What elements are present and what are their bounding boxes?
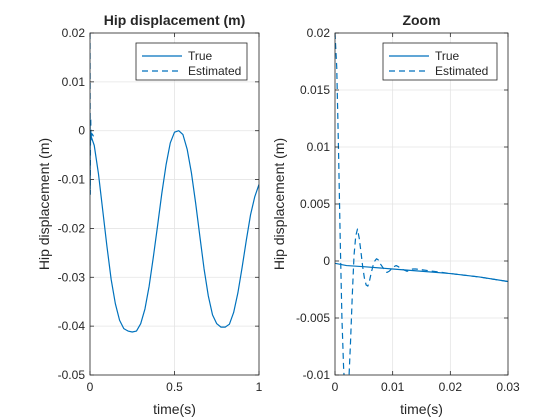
- x-tick-label: 0.01: [381, 380, 405, 394]
- legend-estimated-label: Estimated: [188, 64, 241, 78]
- y-tick-label: -0.03: [58, 270, 86, 284]
- legend: True Estimated: [382, 42, 498, 81]
- y-tick-label: -0.005: [296, 311, 330, 325]
- x-tick-label: 1: [256, 380, 263, 394]
- series-line-true: [90, 130, 259, 333]
- legend-true-label: True: [435, 49, 460, 63]
- x-tick-label: 0.02: [439, 380, 463, 394]
- legend-estimated-label: Estimated: [435, 64, 488, 78]
- legend-box: [382, 42, 498, 81]
- y-tick-label: 0.01: [307, 140, 331, 154]
- y-tick-label: 0: [78, 124, 85, 138]
- plot-title: Hip displacement (m): [104, 12, 246, 28]
- series-line-estimated: [335, 33, 508, 375]
- y-tick-label: 0.02: [307, 26, 331, 40]
- x-tick-label: 0.03: [496, 380, 520, 394]
- y-tick-label: 0.02: [62, 26, 86, 40]
- legend-true-label: True: [188, 49, 213, 63]
- x-tick-label: 0: [332, 380, 339, 394]
- y-tick-label: -0.01: [58, 173, 86, 187]
- y-tick-label: 0: [323, 254, 330, 268]
- legend: True Estimated: [135, 42, 248, 81]
- tick-marks: 0 0.5 1 0.02 0.01 0 -0.01 -0.02 -0.03 -0.04 -0.05: [58, 26, 263, 394]
- x-tick-label: 0.5: [166, 380, 183, 394]
- y-tick-label: 0.01: [62, 75, 86, 89]
- y-tick-label: -0.01: [303, 368, 331, 382]
- y-tick-label: -0.02: [58, 221, 86, 235]
- plot-title: Zoom: [402, 12, 440, 28]
- legend-box: [135, 42, 248, 81]
- x-axis-label: time(s): [153, 401, 196, 417]
- x-tick-label: 0: [87, 380, 94, 394]
- plot-zoom: 0 0.01 0.02 0.03 0.02 0.015 0.01 0.005 0 -0.005 -0…: [271, 12, 520, 417]
- x-axis-label: time(s): [400, 401, 443, 417]
- y-tick-label: 0.005: [300, 197, 330, 211]
- y-axis-label: Hip displacement (m): [271, 138, 287, 270]
- y-tick-label: 0.015: [300, 83, 330, 97]
- y-axis-label: Hip displacement (m): [36, 138, 52, 270]
- y-tick-label: -0.04: [58, 319, 86, 333]
- tick-marks: 0 0.01 0.02 0.03 0.02 0.015 0.01 0.005 0 -0.005 -0…: [296, 26, 520, 394]
- y-tick-label: -0.05: [58, 368, 86, 382]
- series-lines: [335, 33, 508, 375]
- plot-hip-displacement: 0 0.5 10.020.010-0.01-0.02-0.03-0.04-0.05 …: [36, 12, 263, 417]
